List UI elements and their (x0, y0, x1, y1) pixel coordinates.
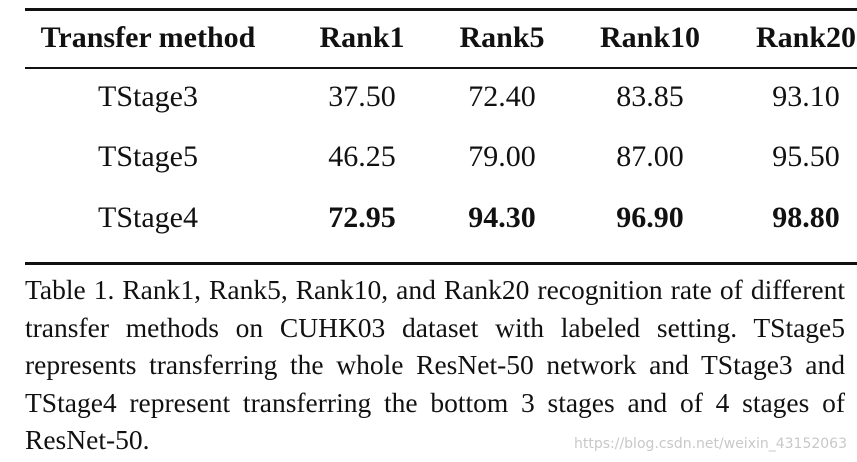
header-rule (25, 67, 857, 69)
bottom-rule (25, 262, 857, 265)
table-cell: 46.25 (328, 140, 396, 173)
table-cell: 72.40 (468, 80, 536, 113)
header-cell: Transfer method (40, 21, 256, 54)
table-cell: 72.95 (328, 201, 396, 234)
table-cell: 96.90 (616, 201, 684, 234)
table-cell: TStage3 (98, 80, 198, 113)
caption: Table 1. Rank1, Rank5, Rank10, and Rank2… (25, 274, 845, 456)
header-cell: Rank1 (319, 21, 405, 54)
header-cell: Rank5 (459, 21, 545, 54)
header-cell: Rank10 (599, 21, 701, 54)
table-cell: 95.50 (772, 140, 840, 173)
table-cell: 98.80 (772, 201, 840, 234)
top-rule (25, 8, 857, 11)
table-cell: TStage4 (98, 201, 198, 234)
table-cell: 79.00 (468, 140, 536, 173)
header-cell: Rank20 (755, 21, 857, 54)
table-cell: 83.85 (616, 80, 684, 113)
table-cell: TStage5 (98, 140, 198, 173)
table-cell: 93.10 (772, 80, 840, 113)
table-cell: 87.00 (616, 140, 684, 173)
watermark: https://blog.csdn.net/weixin_43152063 (573, 436, 847, 452)
table-cell: 94.30 (468, 201, 536, 234)
table-cell: 37.50 (328, 80, 396, 113)
